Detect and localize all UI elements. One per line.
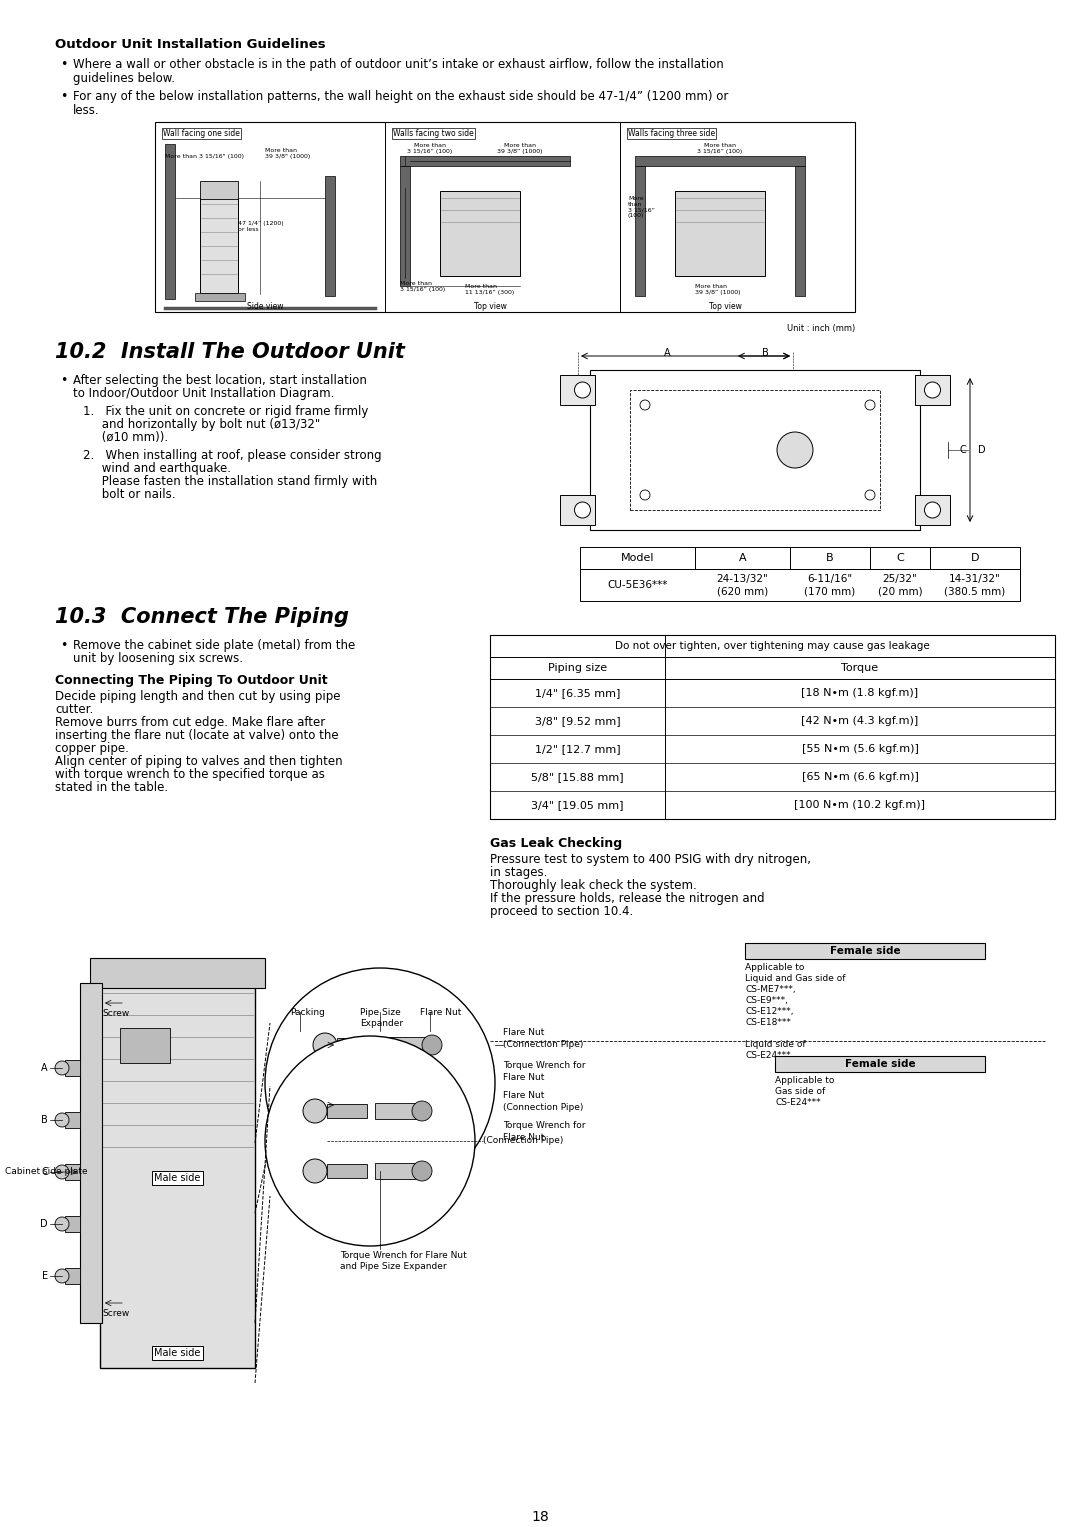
Text: bolt or nails.: bolt or nails. — [83, 489, 175, 501]
Bar — [156, 122, 855, 312]
Bar — [795, 166, 805, 296]
Text: Top view: Top view — [473, 302, 507, 312]
Text: •: • — [60, 58, 67, 70]
Text: CS-E12***,: CS-E12***, — [745, 1006, 794, 1015]
Bar — [580, 570, 1020, 602]
Text: 5/8" [15.88 mm]: 5/8" [15.88 mm] — [531, 773, 624, 782]
Text: Please fasten the installation stand firmly with: Please fasten the installation stand fir… — [83, 475, 377, 489]
Bar — [375, 1102, 426, 1119]
Text: CS-E9***,: CS-E9***, — [745, 996, 788, 1005]
Text: (Connection Pipe): (Connection Pipe) — [503, 1102, 583, 1112]
Circle shape — [55, 1113, 69, 1127]
Text: Top view: Top view — [708, 302, 742, 312]
Text: Piping size: Piping size — [548, 663, 607, 673]
Bar — [775, 1057, 985, 1072]
Text: C: C — [960, 444, 967, 455]
Text: Torque Wrench for Flare Nut: Torque Wrench for Flare Nut — [340, 1251, 467, 1260]
Text: D: D — [971, 553, 980, 563]
Text: A: A — [664, 348, 671, 357]
Text: to Indoor/Outdoor Unit Installation Diagram.: to Indoor/Outdoor Unit Installation Diag… — [73, 386, 335, 400]
Circle shape — [411, 1101, 432, 1121]
Bar — [490, 635, 1055, 818]
Text: More than
3 15/16” (100): More than 3 15/16” (100) — [407, 144, 453, 154]
Text: CS-ME7***,: CS-ME7***, — [745, 985, 796, 994]
Text: 10.3  Connect The Piping: 10.3 Connect The Piping — [55, 608, 349, 628]
Circle shape — [924, 502, 941, 518]
Text: [42 N•m (4.3 kgf.m)]: [42 N•m (4.3 kgf.m)] — [801, 716, 919, 725]
Text: Wall facing one side: Wall facing one side — [163, 128, 240, 137]
Circle shape — [303, 1159, 327, 1183]
Text: More
than
3 15/16”
(100): More than 3 15/16” (100) — [627, 195, 654, 218]
Text: Where a wall or other obstacle is in the path of outdoor unit’s intake or exhaus: Where a wall or other obstacle is in the… — [73, 58, 724, 70]
Text: Flare Nut: Flare Nut — [503, 1073, 544, 1083]
Text: with torque wrench to the specified torque as: with torque wrench to the specified torq… — [55, 768, 325, 780]
Text: Walls facing two side: Walls facing two side — [393, 128, 474, 137]
Text: inserting the flare nut (locate at valve) onto the: inserting the flare nut (locate at valve… — [55, 728, 339, 742]
Text: B: B — [761, 348, 768, 357]
Circle shape — [55, 1269, 69, 1283]
Text: Flare Nut: Flare Nut — [503, 1133, 544, 1142]
Circle shape — [575, 502, 591, 518]
Text: unit by loosening six screws.: unit by loosening six screws. — [73, 652, 243, 664]
Bar — [440, 191, 519, 276]
Text: 1/4" [6.35 mm]: 1/4" [6.35 mm] — [535, 689, 620, 698]
Circle shape — [265, 1035, 475, 1246]
Text: Packing: Packing — [291, 1008, 325, 1017]
Text: More than
39 3/8” (1000): More than 39 3/8” (1000) — [497, 144, 543, 154]
Text: Thoroughly leak check the system.: Thoroughly leak check the system. — [490, 880, 697, 892]
Text: 10.2  Install The Outdoor Unit: 10.2 Install The Outdoor Unit — [55, 342, 405, 362]
Text: copper pipe.: copper pipe. — [55, 742, 129, 754]
Text: and horizontally by bolt nut (ø13/32": and horizontally by bolt nut (ø13/32" — [83, 418, 321, 431]
Text: Torque Wrench for: Torque Wrench for — [503, 1061, 585, 1070]
Text: CS-E18***: CS-E18*** — [745, 1019, 791, 1028]
Circle shape — [265, 968, 495, 1199]
Text: Outdoor Unit Installation Guidelines: Outdoor Unit Installation Guidelines — [55, 38, 326, 50]
Text: [55 N•m (5.6 kgf.m)]: [55 N•m (5.6 kgf.m)] — [801, 744, 918, 754]
Bar — [580, 547, 1020, 570]
Bar — [327, 1104, 367, 1118]
Text: Liquid side of: Liquid side of — [745, 1040, 806, 1049]
Bar — [337, 1098, 377, 1112]
Text: Screw: Screw — [102, 1309, 130, 1318]
Circle shape — [55, 1061, 69, 1075]
Text: wind and earthquake.: wind and earthquake. — [83, 463, 231, 475]
Text: [100 N•m (10.2 kgf.m)]: [100 N•m (10.2 kgf.m)] — [795, 800, 926, 809]
Text: Applicable to: Applicable to — [745, 964, 805, 973]
Text: Pipe Size: Pipe Size — [360, 1008, 401, 1017]
Text: •: • — [60, 90, 67, 102]
Text: Remove the cabinet side plate (metal) from the: Remove the cabinet side plate (metal) fr… — [73, 638, 355, 652]
Text: E: E — [42, 1270, 48, 1281]
Bar — [590, 370, 920, 530]
Text: 1.   Fix the unit on concrete or rigid frame firmly: 1. Fix the unit on concrete or rigid fra… — [83, 405, 368, 418]
Text: and Pipe Size Expander: and Pipe Size Expander — [340, 1261, 447, 1270]
Text: (ø10 mm)).: (ø10 mm)). — [83, 431, 168, 444]
Circle shape — [313, 1032, 337, 1057]
Bar — [165, 144, 175, 299]
Bar — [675, 191, 765, 276]
Text: •: • — [60, 374, 67, 386]
Bar — [915, 495, 950, 525]
Text: Model: Model — [621, 553, 654, 563]
Text: 2.   When installing at roof, please consider strong: 2. When installing at roof, please consi… — [83, 449, 381, 463]
Bar — [90, 957, 265, 988]
Text: 47 1/4” (1200)
or less: 47 1/4” (1200) or less — [238, 221, 284, 232]
Text: For any of the below installation patterns, the wall height on the exhaust side : For any of the below installation patter… — [73, 90, 728, 102]
Text: Connecting The Piping To Outdoor Unit: Connecting The Piping To Outdoor Unit — [55, 673, 327, 687]
Bar — [120, 1028, 170, 1063]
Text: A: A — [41, 1063, 48, 1073]
Text: A: A — [739, 553, 746, 563]
Bar — [384, 1096, 435, 1113]
Text: 14-31/32"
(380.5 mm): 14-31/32" (380.5 mm) — [944, 574, 1005, 596]
Text: More than 3 15/16" (100): More than 3 15/16" (100) — [165, 154, 244, 159]
Circle shape — [924, 382, 941, 399]
Text: Remove burrs from cut edge. Make flare after: Remove burrs from cut edge. Make flare a… — [55, 716, 325, 728]
Text: [65 N•m (6.6 kgf.m)]: [65 N•m (6.6 kgf.m)] — [801, 773, 918, 782]
Circle shape — [865, 490, 875, 499]
Bar — [65, 1267, 80, 1284]
Text: Cabinet side plate: Cabinet side plate — [5, 1168, 87, 1176]
Bar — [200, 182, 238, 199]
Circle shape — [422, 1095, 442, 1115]
Text: Decide piping length and then cut by using pipe: Decide piping length and then cut by usi… — [55, 690, 340, 702]
Text: Align center of piping to valves and then tighten: Align center of piping to valves and the… — [55, 754, 342, 768]
Text: Side view: Side view — [246, 302, 283, 312]
